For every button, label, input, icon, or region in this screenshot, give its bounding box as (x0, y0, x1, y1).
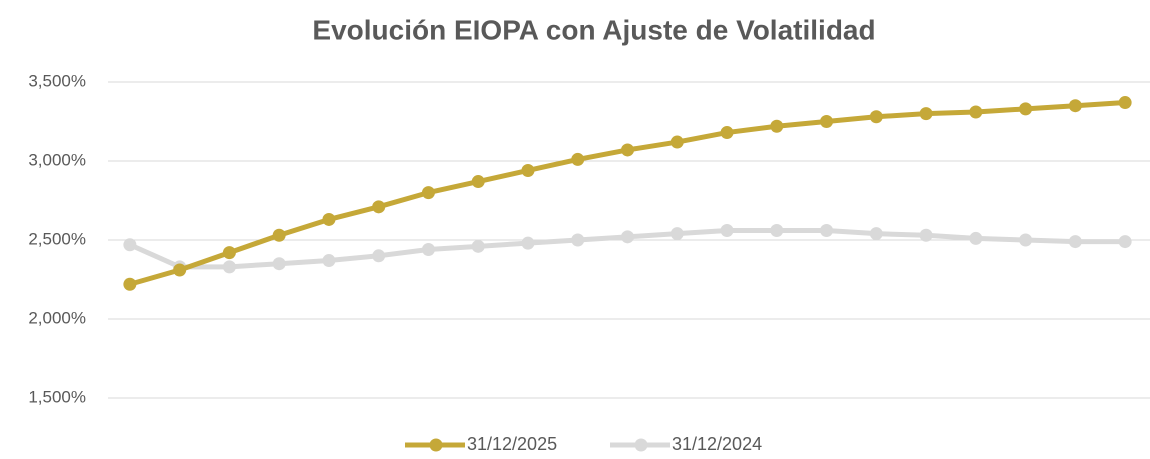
data-point (571, 152, 585, 166)
y-tick-label: 2,500% (28, 229, 86, 248)
y-tick-label: 2,000% (28, 308, 86, 327)
data-point (471, 175, 485, 189)
data-point (919, 107, 933, 121)
data-point (471, 239, 485, 253)
data-point (322, 212, 336, 226)
data-point (720, 224, 734, 238)
data-point (372, 249, 386, 263)
data-point (670, 135, 684, 149)
data-point (869, 227, 883, 241)
data-point (770, 119, 784, 133)
data-point (1068, 99, 1082, 113)
legend-label: 31/12/2025 (467, 434, 557, 454)
data-point (1068, 235, 1082, 249)
y-tick-label: 3,500% (28, 71, 86, 90)
data-point (1019, 102, 1033, 116)
data-point (571, 233, 585, 247)
data-point (521, 236, 535, 250)
legend-marker (429, 438, 443, 452)
y-tick-label: 3,000% (28, 150, 86, 169)
data-point (820, 224, 834, 238)
data-point (621, 230, 634, 244)
data-point (372, 200, 386, 214)
data-point (820, 115, 834, 128)
data-point (173, 263, 187, 277)
data-point (969, 231, 983, 245)
data-point (969, 105, 983, 119)
data-point (869, 110, 883, 124)
data-point (919, 228, 933, 242)
series-line (129, 100, 1126, 287)
data-point (1019, 233, 1033, 247)
data-point (123, 238, 137, 252)
data-point (720, 126, 734, 140)
data-point (322, 254, 336, 268)
chart-title: Evolución EIOPA con Ajuste de Volatilida… (312, 14, 875, 45)
data-point (222, 260, 236, 274)
data-point (770, 224, 784, 238)
data-point (123, 277, 137, 291)
data-point (621, 143, 634, 157)
data-point (1118, 96, 1132, 110)
data-point (670, 227, 684, 241)
data-point (272, 228, 286, 242)
data-point (421, 186, 435, 200)
data-point (1118, 235, 1132, 249)
data-point (222, 246, 236, 260)
legend-label: 31/12/2024 (672, 434, 762, 454)
data-point (421, 242, 435, 256)
legend-marker (634, 438, 648, 452)
data-point (521, 163, 535, 177)
y-tick-label: 1,500% (28, 387, 86, 406)
data-point (272, 257, 286, 271)
